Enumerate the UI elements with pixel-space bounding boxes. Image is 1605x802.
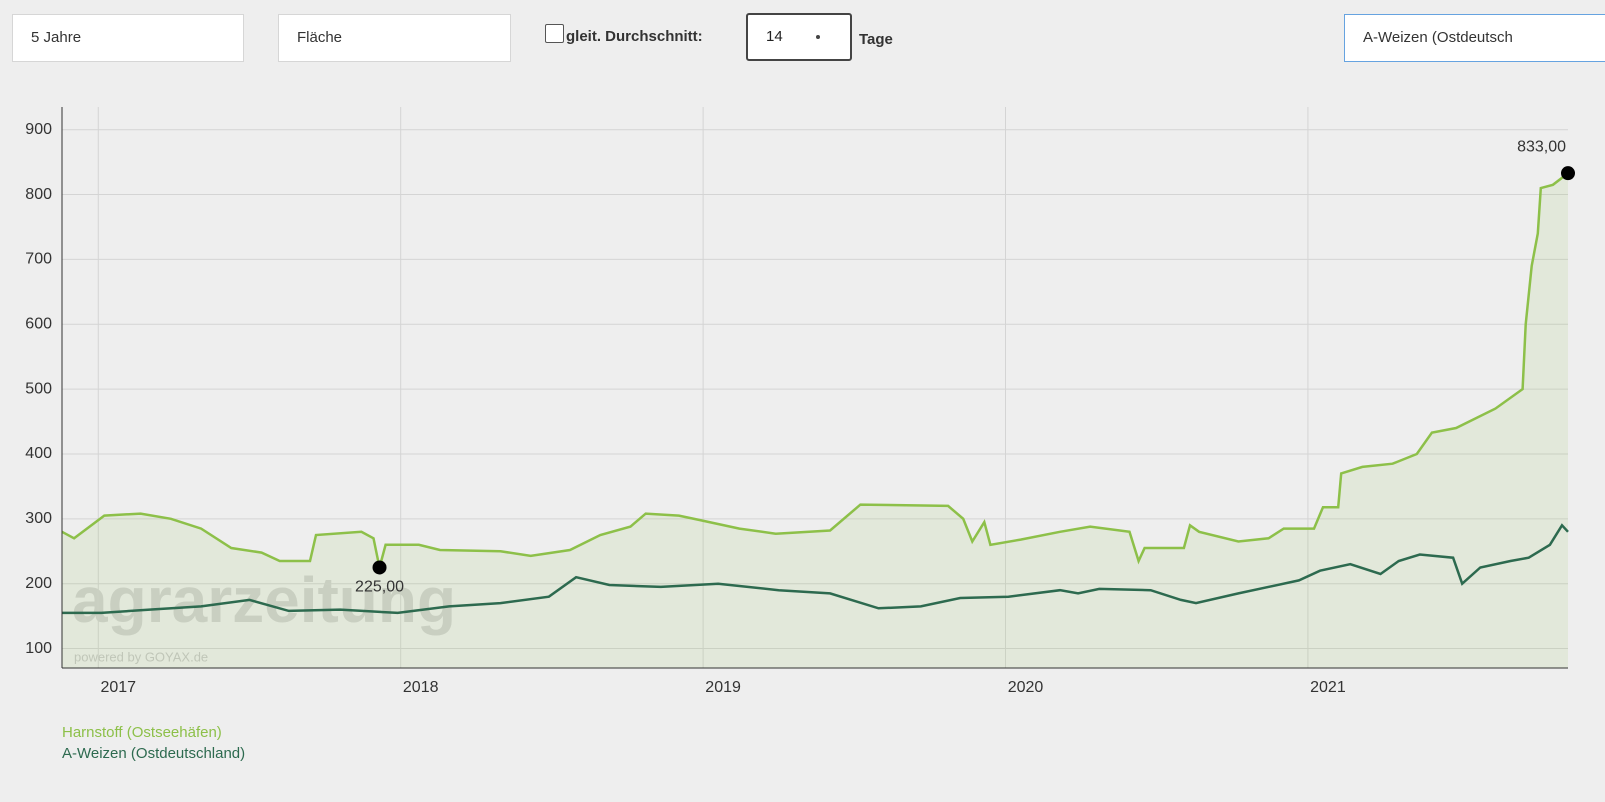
y-tick-label: 700 [25, 251, 52, 268]
plot-area [62, 107, 1568, 668]
annotation: 225,00 [355, 579, 404, 596]
x-tick-label: 2018 [403, 679, 439, 696]
days-unit: Tage [859, 31, 893, 48]
checkbox-label: gleit. Durchschnitt: [566, 28, 703, 45]
x-tick-label: 2020 [1008, 679, 1044, 696]
x-tick-label: 2017 [100, 679, 136, 696]
line [61, 172, 1569, 568]
y-tick-label: 100 [25, 640, 52, 657]
period-select[interactable]: 5 Jahre [12, 14, 244, 62]
annotation: 833,00 [1517, 138, 1566, 155]
marker [372, 560, 387, 575]
legend-entry: Harnstoff (Ostseehäfen) [62, 724, 222, 741]
y-tick-label: 400 [25, 445, 52, 462]
y-tick-label: 600 [25, 315, 52, 332]
spinner[interactable] [816, 35, 820, 39]
y-tick-label: 200 [25, 575, 52, 592]
days-value: 14 [766, 28, 783, 45]
line [62, 523, 1569, 615]
checkbox[interactable] [545, 24, 564, 43]
y-tick-label: 500 [25, 380, 52, 397]
y-tick-label: 300 [25, 510, 52, 527]
legend-entry: A-Weizen (Ostdeutschland) [62, 745, 245, 762]
area [62, 173, 1568, 668]
x-tick-label: 2019 [705, 679, 741, 696]
y-tick-label: 800 [25, 186, 52, 203]
days-input[interactable]: 14 [746, 13, 852, 61]
marker [1561, 166, 1575, 181]
x-tick-label: 2021 [1310, 679, 1346, 696]
watermark: agrarzeitung [72, 564, 456, 636]
comparison-select[interactable]: A-Weizen (Ostdeutsch [1344, 14, 1605, 62]
watermark-sub: powered by GOYAX.de [74, 649, 208, 664]
style-select[interactable]: Fläche [278, 14, 511, 62]
y-tick-label: 900 [25, 121, 52, 138]
